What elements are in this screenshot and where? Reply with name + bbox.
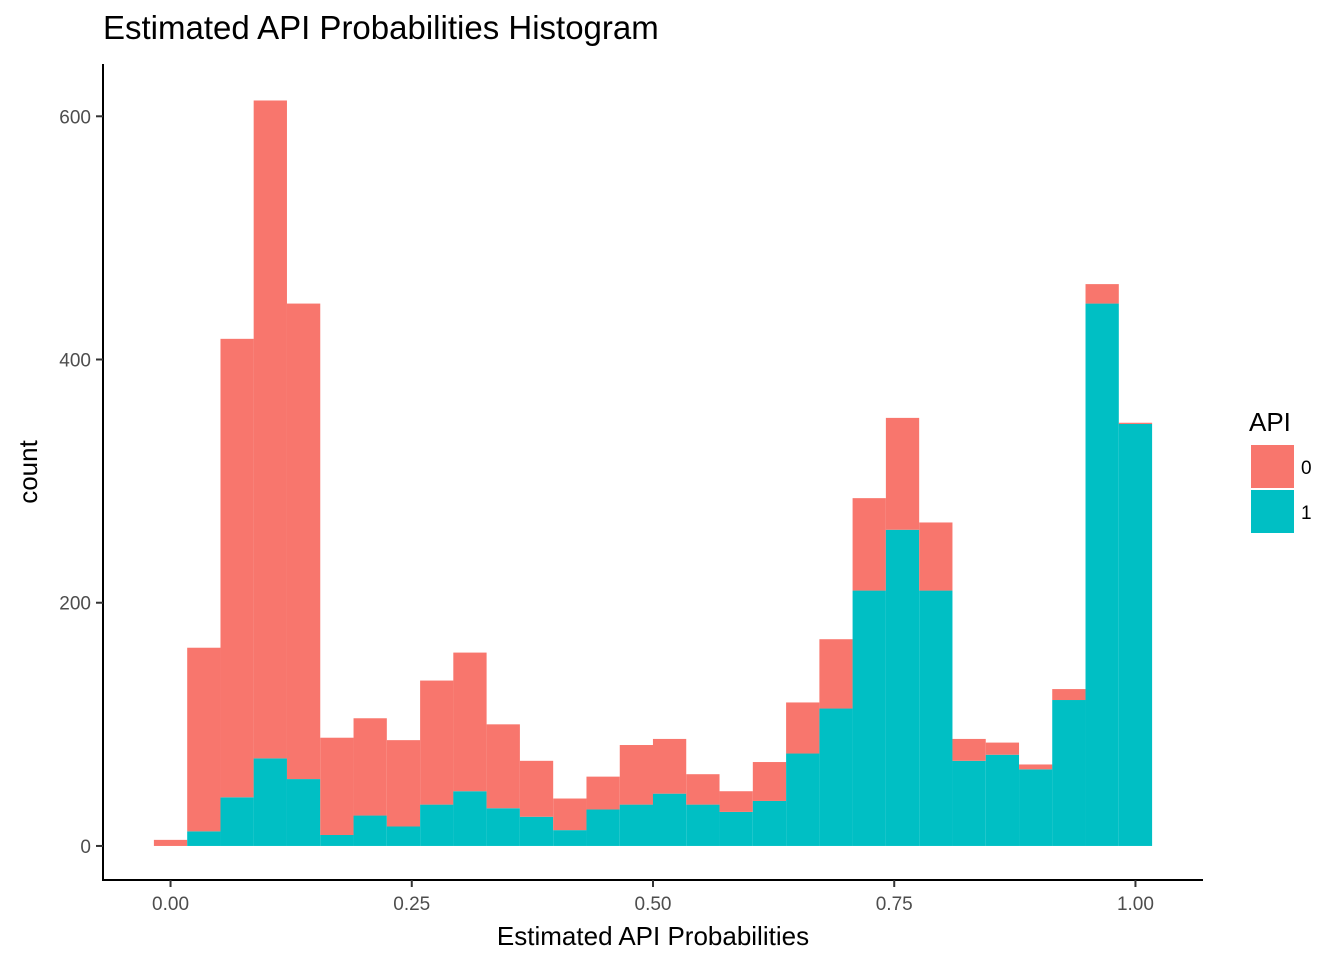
bar-api-0 [486,724,520,809]
bar-api-0 [420,680,454,805]
y-axis-ticks: 0 200 400 600 [59,107,103,858]
bar-api-0 [220,338,254,798]
y-axis-title: count [13,439,43,503]
bar-api-1 [420,804,454,846]
bar-api-1 [586,809,620,846]
bar-api-1 [353,815,387,846]
y-tick-label: 0 [80,837,91,858]
bar-api-0 [919,522,953,591]
bar-api-0 [553,798,587,831]
x-tick-label: 1.00 [1117,894,1154,915]
legend-label-1: 1 [1301,503,1312,524]
legend-title: API [1249,407,1291,437]
bar-api-0 [786,702,820,754]
bar-api-0 [752,762,787,801]
bar-api-1 [752,800,787,846]
bar-api-1 [985,754,1020,846]
bar-api-1 [320,835,354,846]
bar-api-0 [519,760,554,817]
bar-api-0 [453,652,487,792]
legend-key-1 [1251,490,1294,533]
bar-api-1 [1085,303,1119,846]
bar-api-1 [286,779,321,846]
bar-api-0 [952,738,986,761]
bar-api-1 [220,797,254,846]
bar-api-1 [253,758,287,846]
bar-api-1 [819,708,853,846]
bar-api-0 [686,774,720,805]
x-tick-label: 0.75 [876,894,913,915]
bar-api-0 [586,776,620,810]
bar-api-0 [386,740,421,827]
bar-api-0 [719,791,753,812]
x-tick-label: 0.25 [393,894,430,915]
legend-key-0 [1251,445,1294,488]
legend: API 0 1 [1249,407,1312,533]
bar-api-0 [1085,284,1119,304]
bars-layer [153,100,1153,846]
bar-api-1 [885,529,920,846]
bar-api-0 [1019,764,1053,770]
bar-api-1 [486,808,520,846]
bar-api-0 [187,647,221,832]
bar-api-0 [253,100,287,759]
bar-api-1 [386,826,421,846]
bar-api-0 [1052,689,1086,701]
bar-api-0 [320,737,354,836]
chart-title: Estimated API Probabilities Histogram [103,9,659,46]
bar-api-0 [885,417,920,530]
bar-api-0 [852,498,886,591]
x-axis-title: Estimated API Probabilities [497,921,809,951]
bar-api-1 [919,590,953,846]
bar-api-0 [985,742,1020,755]
y-tick-label: 600 [59,107,91,128]
x-tick-label: 0.00 [152,894,189,915]
bar-api-1 [553,830,587,846]
bar-api-1 [187,831,221,846]
bar-api-1 [1052,700,1086,846]
bar-api-0 [286,303,321,780]
bar-api-1 [519,816,554,846]
bar-api-1 [719,811,753,846]
bar-api-0 [652,738,687,794]
bar-api-1 [786,753,820,846]
x-tick-label: 0.50 [635,894,672,915]
bar-api-0 [1118,422,1153,424]
bar-api-0 [353,718,387,816]
bar-api-0 [819,639,853,709]
bar-api-1 [952,760,986,846]
legend-label-0: 0 [1301,458,1312,479]
bar-api-1 [1118,423,1153,846]
y-tick-label: 200 [59,594,91,615]
bar-api-1 [652,793,687,846]
bar-api-1 [686,804,720,846]
bar-api-1 [453,791,487,846]
bar-api-1 [852,590,886,846]
bar-api-1 [1019,769,1053,846]
bar-api-1 [619,804,654,846]
x-axis-ticks: 0.00 0.25 0.50 0.75 1.00 [152,880,1154,915]
y-tick-label: 400 [59,351,91,372]
bar-api-0 [153,839,188,846]
bar-api-0 [619,745,654,805]
